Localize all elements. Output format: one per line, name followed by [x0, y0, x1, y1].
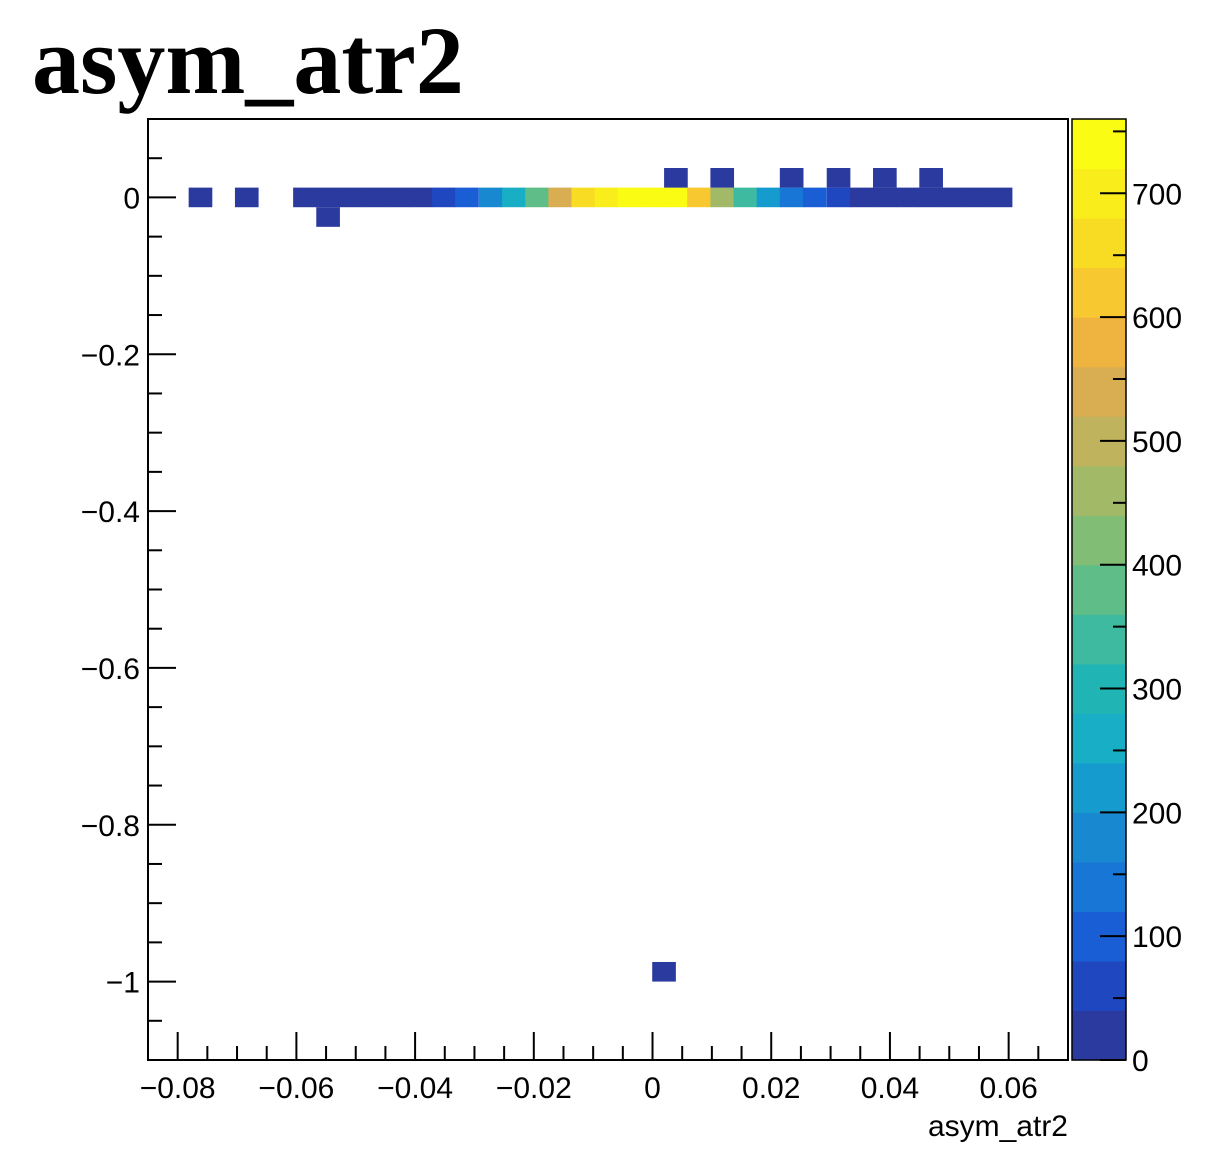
heatmap-cell [594, 187, 619, 208]
x-tick-label: −0.06 [258, 1072, 334, 1105]
x-axis: −0.08 −0.06 −0.04 −0.02 0 0.02 0.04 0.06 [140, 1032, 1069, 1105]
heatmap-cell [362, 187, 387, 208]
z-tick-label: 0 [1132, 1045, 1149, 1078]
palette-frame [1071, 118, 1127, 1061]
x-tick-label: −0.08 [140, 1072, 216, 1105]
heatmap-cell [502, 187, 526, 208]
y-tick-label: −0.4 [81, 496, 140, 529]
heatmap-cell [548, 187, 572, 208]
palette-band [1072, 762, 1126, 813]
palette-band [1072, 515, 1126, 566]
heatmap-cell [756, 187, 781, 208]
chart-title: asym_atr2 [32, 7, 464, 114]
heatmap-cell [664, 187, 688, 208]
palette-band [1072, 614, 1126, 665]
heatmap-cell [525, 187, 549, 208]
x-tick-label: 0.06 [979, 1072, 1037, 1105]
heatmap-cell [826, 187, 851, 208]
heatmap-cell [687, 187, 711, 208]
heatmap-cell [965, 187, 990, 208]
heatmap-cell [849, 187, 874, 208]
palette-band [1072, 960, 1126, 1012]
x-tick-label: −0.02 [496, 1072, 572, 1105]
heatmap-cell [919, 187, 943, 208]
z-tick-labels: 0 100 200 300 400 500 600 700 [1132, 178, 1182, 1078]
heatmap-cell [478, 187, 503, 208]
z-tick-label: 500 [1132, 426, 1182, 459]
palette-band [1072, 812, 1126, 863]
color-palette: 0 100 200 300 400 500 600 700 [1071, 118, 1182, 1078]
y-tick-label: 0 [123, 182, 140, 215]
heatmap-cell [942, 187, 967, 208]
palette-band [1072, 713, 1126, 764]
heatmap-cell [710, 187, 735, 208]
y-tick-label: −0.8 [81, 810, 140, 843]
heatmap-cell [873, 168, 897, 188]
x-tick-label: −0.04 [377, 1072, 453, 1105]
x-tick-label: 0.04 [861, 1072, 919, 1105]
y-tick-label: −0.2 [81, 339, 140, 372]
heatmap-cell [664, 168, 688, 188]
heatmap-cell [293, 187, 317, 208]
heatmap-cell [188, 187, 213, 208]
heatmap-cell [779, 187, 804, 208]
heatmap-cell [571, 187, 596, 208]
x-tick-label: 0.02 [742, 1072, 800, 1105]
palette-band [1072, 564, 1126, 615]
heatmap-cell [919, 168, 943, 188]
palette-band [1072, 366, 1126, 417]
palette-band [1072, 218, 1126, 269]
heatmap-cell [617, 187, 642, 208]
heatmap-cell [652, 961, 676, 982]
x-tick-label: 0 [644, 1072, 661, 1105]
plot-frame [147, 118, 1069, 1061]
y-tick-label: −0.6 [81, 653, 140, 686]
palette-band [1072, 267, 1126, 318]
palette-band [1072, 861, 1126, 913]
y-axis: 0 −0.2 −0.4 −0.6 −0.8 −1 [81, 118, 176, 1061]
heatmap-cell [316, 187, 340, 208]
heatmap-cell [408, 187, 433, 208]
z-tick-label: 700 [1132, 178, 1182, 211]
z-tick-label: 100 [1132, 921, 1182, 954]
z-tick-label: 400 [1132, 550, 1182, 583]
heatmap-cell [455, 187, 479, 208]
heatmap-cells [188, 168, 1013, 982]
palette-band [1072, 119, 1126, 170]
heatmap-cell [316, 207, 340, 227]
heatmap-cell [873, 187, 897, 208]
heatmap-cell [385, 187, 410, 208]
heatmap-cell [339, 187, 364, 208]
z-tick-label: 200 [1132, 797, 1182, 830]
y-tick-label: −1 [106, 967, 140, 1000]
heatmap-cell [826, 168, 851, 188]
heatmap-cell [802, 187, 827, 208]
palette-band [1072, 465, 1126, 516]
heatmap-cell [733, 187, 758, 208]
heatmap-cell [234, 187, 259, 208]
z-tick-label: 300 [1132, 674, 1182, 707]
x-axis-title: asym_atr2 [928, 1110, 1068, 1143]
y-axis-title: asym_atr [26, 119, 59, 242]
heatmap-cell [640, 187, 665, 208]
z-tick-label: 600 [1132, 302, 1182, 335]
heatmap-cell [710, 168, 735, 188]
heatmap-cell [779, 168, 804, 188]
heatmap-cell [896, 187, 920, 208]
palette-band [1072, 1010, 1126, 1061]
heatmap-cell [988, 187, 1013, 208]
heatmap-cell [432, 187, 456, 208]
palette-band [1072, 317, 1126, 368]
